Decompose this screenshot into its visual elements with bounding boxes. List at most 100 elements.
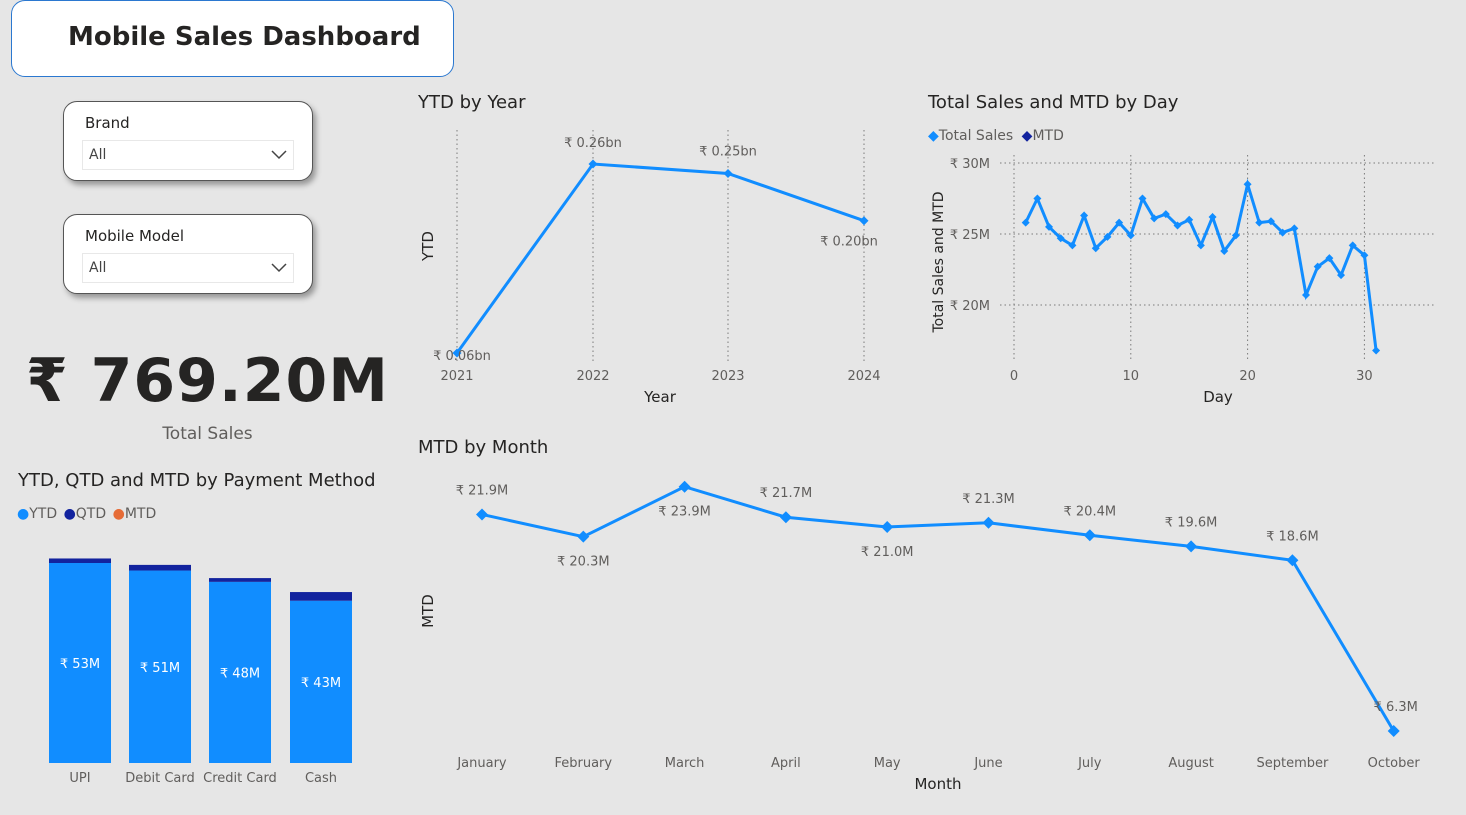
total-sales-point	[1103, 232, 1112, 241]
day-y-tick-label: ₹ 30M	[950, 157, 990, 172]
qtd-bar	[290, 592, 352, 601]
qtd-bar	[129, 564, 191, 571]
payment-method-title: YTD, QTD and MTD by Payment Method	[18, 470, 376, 491]
mtd-month-point	[1185, 540, 1198, 553]
total-sales-point	[1091, 244, 1100, 253]
brand-dropdown[interactable]: All	[82, 140, 294, 170]
total-sales-point	[1220, 247, 1229, 256]
mtd-month-data-label: ₹ 23.9M	[658, 505, 711, 520]
legend-marker-qtd: ●	[63, 506, 76, 522]
total-sales-point	[1045, 222, 1054, 231]
ytd-point	[859, 216, 869, 226]
month-x-tick-label: June	[973, 756, 1002, 771]
dashboard-title: Mobile Sales Dashboard	[68, 22, 421, 52]
month-x-tick-label: September	[1256, 756, 1329, 771]
total-sales-point	[1266, 217, 1275, 226]
ytd-x-tick-label: 2021	[440, 369, 473, 384]
legend-marker-mtd: ●	[112, 506, 125, 522]
ytd-by-year-title: YTD by Year	[418, 92, 526, 113]
chevron-down-icon	[271, 150, 287, 160]
ytd-x-tick-label: 2023	[711, 369, 744, 384]
ytd-bar	[49, 563, 111, 763]
month-x-tick-label: April	[771, 756, 801, 771]
day-x-tick-label: 20	[1239, 369, 1256, 384]
ytd-data-label: ₹ 0.26bn	[564, 136, 622, 151]
total-sales-point	[1243, 180, 1252, 189]
total-sales-point	[1255, 218, 1264, 227]
mtd-month-point	[1387, 725, 1400, 737]
total-sales-point	[1302, 291, 1310, 300]
ytd-bar-data-label: ₹ 53M	[60, 657, 100, 672]
mobile-model-dropdown[interactable]: All	[82, 253, 294, 283]
day-x-tick-label: 30	[1356, 369, 1373, 384]
total-sales-line	[1024, 178, 1378, 351]
qtd-bar	[49, 558, 111, 563]
total-sales-point	[1068, 241, 1077, 250]
total-sales-point	[1372, 346, 1381, 355]
mtd-month-point	[1083, 529, 1096, 542]
brand-dropdown-value: All	[89, 147, 107, 163]
total-sales-point	[1173, 221, 1182, 230]
month-x-tick-label: October	[1368, 756, 1421, 771]
mtd-month-data-label: ₹ 6.3M	[1374, 700, 1418, 715]
day-y-tick-label: ₹ 20M	[950, 299, 990, 314]
total-sales-point	[1337, 271, 1346, 280]
mtd-month-data-label: ₹ 21.0M	[861, 545, 914, 560]
total-sales-point	[1208, 212, 1217, 221]
mtd-month-point	[881, 520, 894, 533]
ytd-x-axis-title: Year	[643, 388, 677, 406]
legend-mtd: MTD	[1032, 128, 1064, 144]
chevron-down-icon	[271, 263, 287, 273]
legend-marker-total-sales: ◆	[928, 128, 939, 144]
total-sales-point	[1056, 234, 1065, 243]
ytd-point	[452, 348, 462, 358]
month-x-tick-label: February	[554, 756, 612, 771]
legend-total-sales: Total Sales	[938, 128, 1014, 144]
ytd-x-tick-label: 2024	[847, 369, 880, 384]
legend-ytd: YTD	[29, 506, 58, 522]
ytd-data-label: ₹ 0.20bn	[820, 235, 878, 250]
payment-x-tick-label: Cash	[305, 771, 337, 786]
sales-mtd-by-day-title: Total Sales and MTD by Day	[928, 92, 1179, 113]
total-sales-point	[1138, 194, 1147, 203]
legend-qtd: QTD	[75, 506, 107, 522]
total-sales-point	[1360, 251, 1369, 260]
mtd-month-data-label: ₹ 20.3M	[557, 555, 610, 570]
total-sales-point	[1126, 231, 1135, 240]
mobile-model-slicer: Mobile Model All	[63, 214, 313, 294]
mtd-month-data-label: ₹ 21.3M	[962, 492, 1015, 507]
legend-mtd-payment: MTD	[124, 506, 157, 522]
month-x-axis-title: Month	[914, 775, 961, 793]
total-sales-point	[1325, 254, 1334, 263]
day-x-tick-label: 0	[1010, 369, 1018, 384]
mtd-by-month-title: MTD by Month	[418, 437, 549, 458]
mtd-month-data-label: ₹ 21.9M	[456, 483, 509, 498]
qtd-bar	[209, 578, 271, 582]
mtd-month-point	[779, 511, 792, 524]
day-x-tick-label: 10	[1123, 369, 1140, 384]
ytd-point	[723, 168, 733, 178]
ytd-bar	[290, 600, 352, 763]
legend-marker-ytd: ●	[17, 506, 30, 522]
mtd-month-data-label: ₹ 21.7M	[760, 486, 813, 501]
day-y-axis-title: Total Sales and MTD	[931, 191, 947, 333]
month-y-axis-title: MTD	[419, 594, 437, 628]
mtd-month-point	[476, 508, 488, 521]
total-sales-kpi-value: ₹ 769.20M	[26, 346, 389, 416]
mtd-month-point	[982, 516, 995, 529]
month-x-tick-label: January	[456, 756, 507, 771]
sales-mtd-legend: ◆Total Sales ◆MTD	[928, 128, 1064, 144]
total-sales-point	[1033, 194, 1042, 203]
mtd-month-point	[577, 530, 590, 543]
mtd-month-point	[678, 480, 691, 493]
ytd-bar-data-label: ₹ 43M	[301, 676, 341, 691]
ytd-data-label: ₹ 0.06bn	[433, 349, 491, 364]
month-x-tick-label: July	[1077, 756, 1102, 771]
payment-method-legend: ●YTD ●QTD ●MTD	[17, 506, 156, 522]
day-y-tick-label: ₹ 25M	[950, 228, 990, 243]
total-sales-point	[1115, 218, 1124, 227]
ytd-bar-data-label: ₹ 51M	[140, 661, 180, 676]
mtd-month-point	[1286, 554, 1299, 567]
payment-x-tick-label: Credit Card	[203, 771, 277, 786]
